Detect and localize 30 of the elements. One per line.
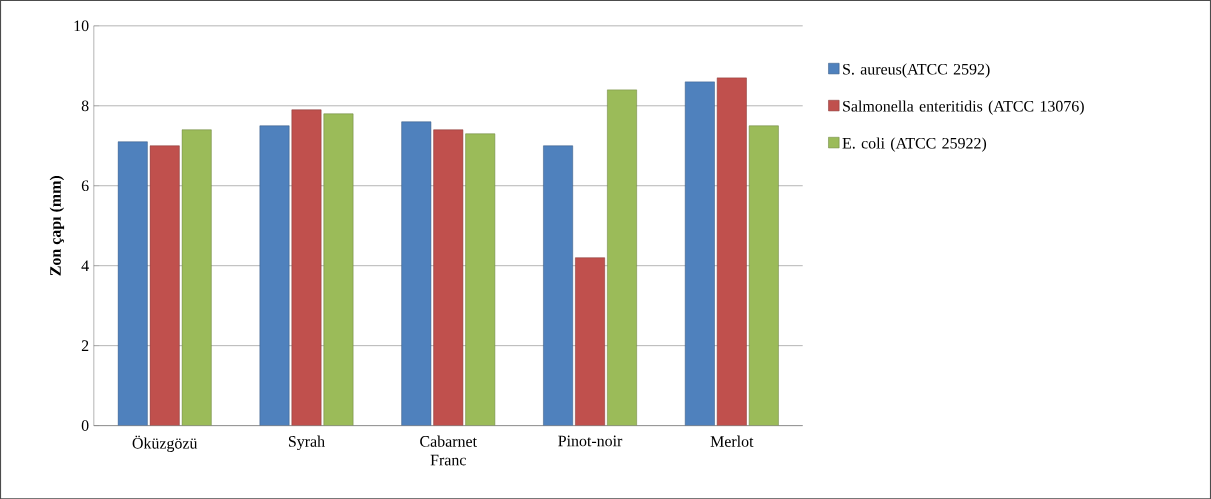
y-tick-label: 8 bbox=[81, 100, 89, 111]
y-tick-label: 4 bbox=[81, 260, 89, 271]
bar bbox=[323, 113, 354, 426]
y-tick-label: 10 bbox=[74, 20, 89, 32]
bar bbox=[465, 133, 496, 426]
y-tick-label: 0 bbox=[81, 420, 89, 431]
legend-label: Salmonella enteritidis (ATCC 13076) bbox=[843, 100, 1084, 115]
bar bbox=[543, 145, 573, 426]
y-tick-label: 2 bbox=[81, 340, 89, 351]
legend-label: S. aureus(ATCC 2592) bbox=[843, 63, 990, 78]
y-tick-label: 6 bbox=[81, 180, 89, 191]
bar bbox=[291, 109, 322, 426]
bar bbox=[607, 89, 637, 426]
bar bbox=[401, 121, 432, 426]
bar bbox=[117, 141, 148, 426]
x-tick-label: Pinot-noir bbox=[558, 435, 623, 447]
bar bbox=[181, 129, 212, 426]
x-tick-label: Syrah bbox=[288, 435, 325, 450]
bar bbox=[684, 81, 715, 426]
x-tick-label: Merlot bbox=[710, 435, 754, 447]
y-axis-title: Zon çapı (mm) bbox=[49, 175, 65, 276]
legend-label: E. coli (ATCC 25922) bbox=[842, 137, 987, 152]
bar bbox=[259, 125, 290, 426]
bar bbox=[575, 257, 605, 426]
bar bbox=[149, 145, 180, 426]
bar bbox=[433, 129, 464, 426]
bar bbox=[716, 77, 747, 426]
x-tick-label: Öküzgözü bbox=[132, 435, 198, 452]
x-tick-label: Cabarnet Franc bbox=[420, 435, 477, 466]
bar bbox=[748, 125, 779, 426]
